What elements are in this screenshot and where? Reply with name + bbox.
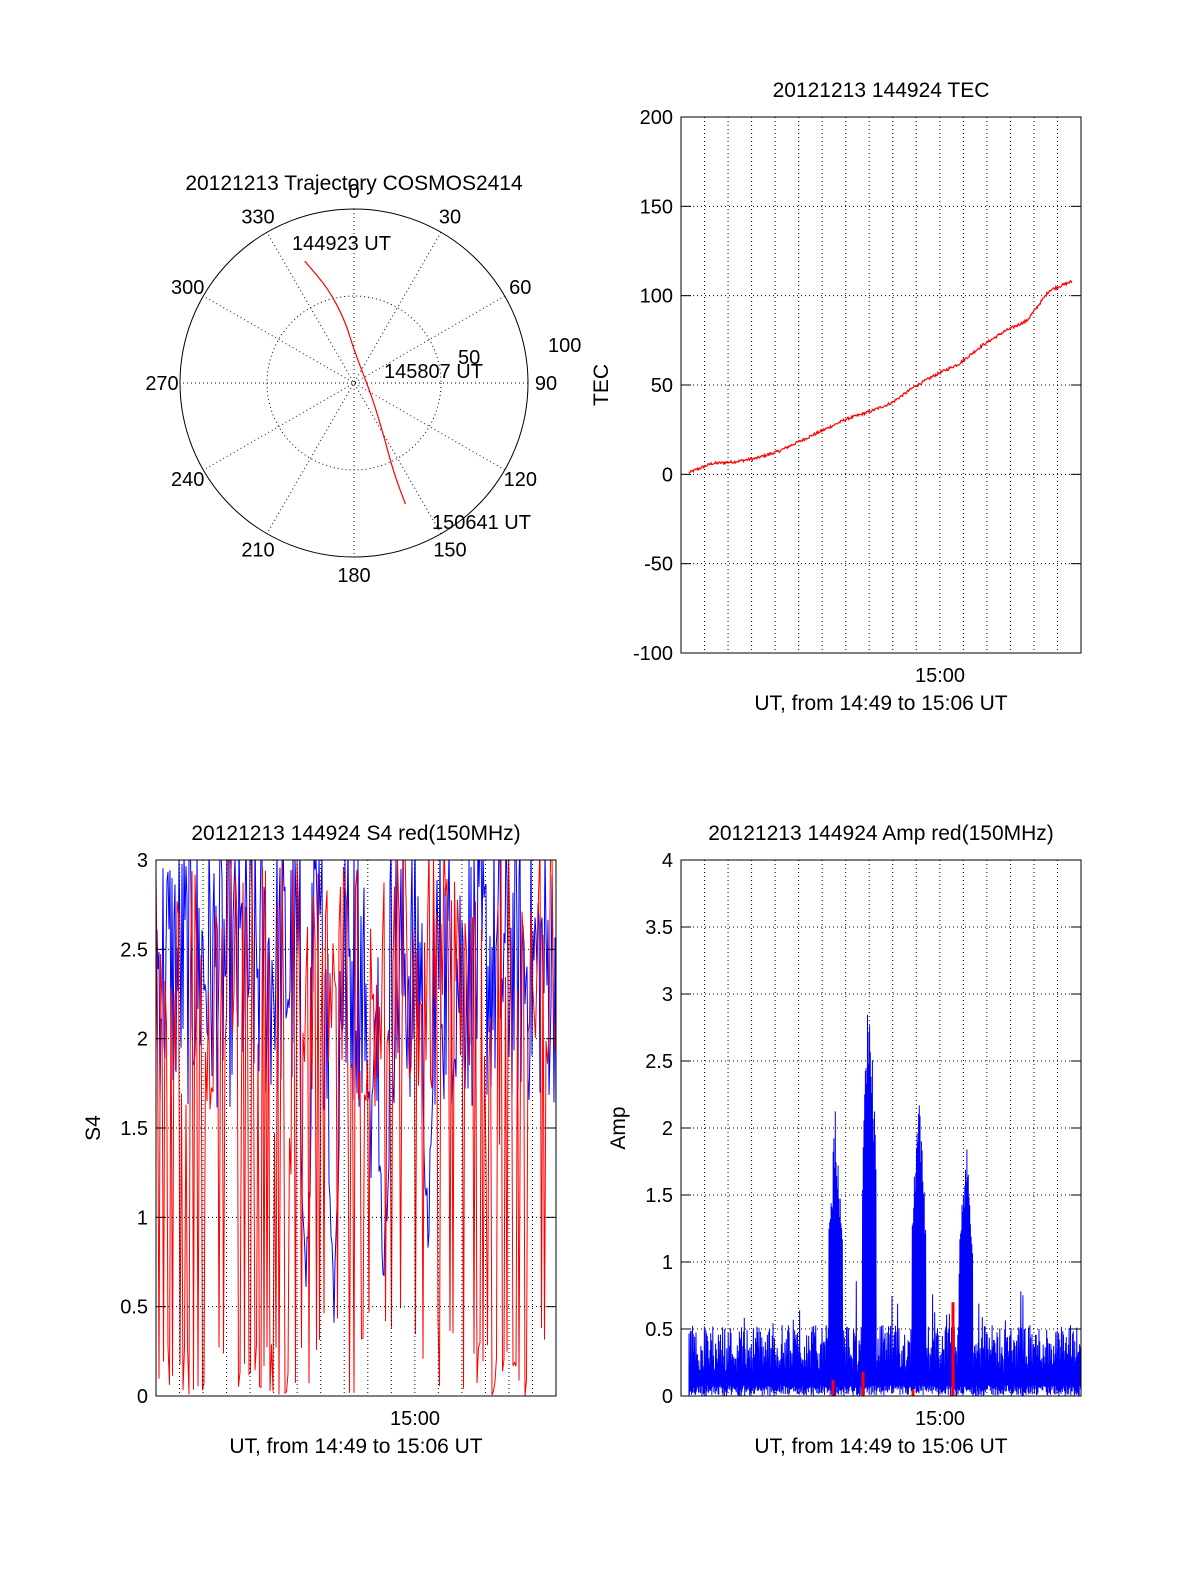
polar-title: 20121213 Trajectory COSMOS2414: [185, 172, 523, 195]
polar-azimuth-label: 150: [433, 539, 466, 561]
trajectory-mid-time: 145807 UT: [384, 361, 483, 383]
tec-grid: [681, 117, 1081, 653]
y-tick-label: 3: [662, 984, 673, 1006]
polar-trajectory-plot: 20121213 Trajectory COSMOS2414 0 30 60 90 12…: [145, 172, 581, 587]
amp-red-spike: [831, 1379, 835, 1396]
y-tick-label: 2: [137, 1029, 148, 1051]
polar-azimuth-label: 240: [171, 469, 204, 491]
tec-x-tick-label: 15:00: [915, 665, 965, 687]
polar-azimuth-label: 90: [535, 373, 557, 395]
amp-red-spike: [951, 1302, 955, 1396]
y-tick-label: 2.5: [645, 1051, 673, 1073]
amp-blue-series: [688, 1014, 1081, 1396]
amp-x-label: UT, from 14:49 to 15:06 UT: [754, 1435, 1007, 1458]
polar-azimuth-label: 60: [509, 277, 531, 299]
y-tick-label: 2.5: [120, 939, 148, 961]
y-tick-label: 100: [640, 286, 673, 308]
s4-red-series: [156, 860, 556, 1396]
y-tick-label: 1.5: [645, 1185, 673, 1207]
polar-grid: [180, 209, 528, 557]
y-tick-label: -50: [644, 554, 673, 576]
s4-plot: 20121213 144924 S4 red(150MHz) 3 2.5 2 1.5 1…: [82, 822, 557, 1458]
polar-inner-circle: [266, 295, 442, 471]
y-tick-label: 1: [662, 1252, 673, 1274]
polar-azimuth-label: 210: [241, 539, 274, 561]
s4-x-tick-label: 15:00: [390, 1408, 440, 1430]
y-tick-label: 1.5: [120, 1118, 148, 1140]
polar-radial-label-100: 100: [548, 335, 581, 357]
y-tick-label: 2: [662, 1118, 673, 1140]
tec-y-label: TEC: [590, 364, 613, 406]
tec-title: 20121213 144924 TEC: [773, 79, 990, 102]
y-tick-label: 0: [662, 1386, 673, 1408]
y-tick-label: 0.5: [120, 1297, 148, 1319]
tec-series-line: [688, 279, 1073, 474]
polar-azimuth-label: 180: [337, 565, 370, 587]
y-tick-label: 0: [662, 464, 673, 486]
polar-outer-circle: [179, 208, 529, 558]
y-tick-label: 0: [137, 1386, 148, 1408]
amp-title: 20121213 144924 Amp red(150MHz): [708, 822, 1054, 845]
amp-red-spike: [911, 1389, 915, 1396]
polar-azimuth-label: 30: [439, 207, 461, 229]
polar-azimuth-label: 300: [171, 277, 204, 299]
trajectory-end-time: 150641 UT: [432, 512, 531, 534]
trajectory-start-time: 144923 UT: [292, 233, 391, 255]
polar-azimuth-labels: 0 30 60 90 120 150 180 210 240 270 300 330: [145, 181, 557, 587]
y-tick-label: -100: [633, 643, 673, 665]
s4-x-label: UT, from 14:49 to 15:06 UT: [229, 1435, 482, 1458]
amp-y-ticks: 4 3.5 3 2.5 2 1.5 1 0.5 0: [645, 850, 1081, 1408]
y-tick-label: 0.5: [645, 1319, 673, 1341]
y-tick-label: 4: [662, 850, 673, 872]
y-tick-label: 200: [640, 107, 673, 129]
amp-y-label: Amp: [607, 1106, 630, 1149]
amp-series: [688, 1014, 1081, 1396]
trajectory-line: [304, 260, 406, 505]
s4-grid: [156, 860, 556, 1396]
polar-azimuth-label: 120: [504, 469, 537, 491]
amp-plot: 20121213 144924 Amp red(150MHz) 4 3.5 3 2.5…: [607, 822, 1082, 1458]
y-tick-label: 150: [640, 196, 673, 218]
s4-blue-series: [156, 860, 556, 1323]
tec-plot: 20121213 144924 TEC 200150100500-50-100 …: [590, 79, 1082, 715]
s4-y-label: S4: [82, 1115, 105, 1141]
polar-radial-label-50: 50: [458, 347, 480, 369]
tec-y-ticks: 200 150 100 50 0 -50 -100: [633, 107, 1081, 665]
s4-series: [156, 860, 556, 1396]
y-tick-label: 3: [137, 850, 148, 872]
s4-title: 20121213 144924 S4 red(150MHz): [191, 822, 520, 845]
polar-azimuth-label: 330: [241, 207, 274, 229]
amp-red-spike: [861, 1371, 865, 1396]
tec-x-label: UT, from 14:49 to 15:06 UT: [754, 692, 1007, 715]
y-tick-label: 1: [137, 1207, 148, 1229]
y-tick-label: 3.5: [645, 917, 673, 939]
polar-azimuth-label: 270: [145, 373, 178, 395]
s4-y-ticks: 3 2.5 2 1.5 1 0.5 0: [120, 850, 556, 1408]
polar-azimuth-label: 0: [348, 181, 359, 203]
y-tick-label: 50: [651, 375, 673, 397]
amp-x-tick-label: 15:00: [915, 1408, 965, 1430]
